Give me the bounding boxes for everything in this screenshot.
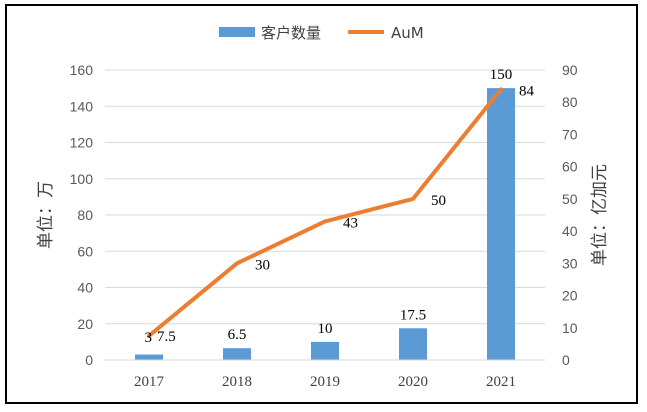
bar (135, 354, 163, 360)
x-tick: 2019 (310, 374, 340, 390)
y-tick-right: 60 (562, 159, 578, 175)
line-data-label: 50 (431, 193, 446, 209)
y-tick-left: 80 (77, 207, 93, 223)
y-tick-right: 70 (562, 126, 578, 142)
legend-swatch-customers (219, 27, 255, 37)
aum-line (147, 87, 503, 338)
bar-data-label: 10 (318, 321, 333, 337)
y-tick-left: 140 (70, 98, 94, 114)
x-tick: 2020 (398, 374, 428, 390)
y-tick-left: 20 (77, 316, 93, 332)
y-tick-left: 60 (77, 243, 93, 259)
bar-series (135, 88, 515, 360)
line-data-label: 7.5 (157, 329, 176, 345)
line-data-labels: 7.5 30 43 50 84 (157, 83, 535, 345)
bar-data-labels: 3 6.5 10 17.5 150 (145, 67, 513, 346)
y-tick-left: 100 (70, 171, 94, 187)
bar (399, 328, 427, 360)
y-tick-left: 40 (77, 280, 93, 296)
bar-data-label: 17.5 (400, 307, 426, 323)
left-axis-ticks: 0 20 40 60 80 100 120 140 160 (70, 62, 94, 368)
gridlines (105, 69, 545, 325)
y-tick-right: 50 (562, 191, 578, 207)
bar (311, 341, 339, 360)
bar (223, 348, 251, 360)
y-tick-right: 30 (562, 255, 578, 271)
y-tick-right: 80 (562, 94, 578, 110)
y-tick-left: 0 (85, 352, 93, 368)
line-data-label: 30 (255, 257, 270, 273)
y-tick-right: 10 (562, 320, 578, 336)
y-tick-right: 90 (562, 62, 578, 78)
line-data-label: 43 (343, 215, 358, 231)
x-axis-ticks: 2017 2018 2019 2020 2021 (134, 374, 516, 390)
bar (487, 88, 515, 360)
bar-data-label: 150 (490, 67, 513, 83)
right-axis-ticks: 0 10 20 30 40 50 60 70 80 90 (562, 62, 578, 368)
x-tick: 2021 (486, 374, 516, 390)
y-axis-title-right: 单位：亿加元 (590, 164, 610, 266)
x-tick: 2017 (134, 374, 165, 390)
y-tick-left: 160 (70, 62, 94, 78)
y-axis-title-left: 单位：万 (36, 181, 56, 249)
legend-label-customers: 客户数量 (261, 24, 321, 42)
y-tick-right: 20 (562, 288, 578, 304)
x-tick: 2018 (222, 374, 252, 390)
y-tick-left: 120 (70, 135, 94, 151)
line-data-label: 84 (519, 83, 535, 99)
chart-frame (5, 4, 638, 404)
bar-data-label: 6.5 (228, 327, 247, 343)
y-tick-right: 0 (562, 352, 570, 368)
legend-label-aum: AuM (391, 24, 424, 42)
line-series (147, 87, 503, 338)
bar-data-label: 3 (145, 330, 153, 346)
y-tick-right: 40 (562, 223, 578, 239)
legend: 客户数量 AuM (219, 24, 424, 42)
